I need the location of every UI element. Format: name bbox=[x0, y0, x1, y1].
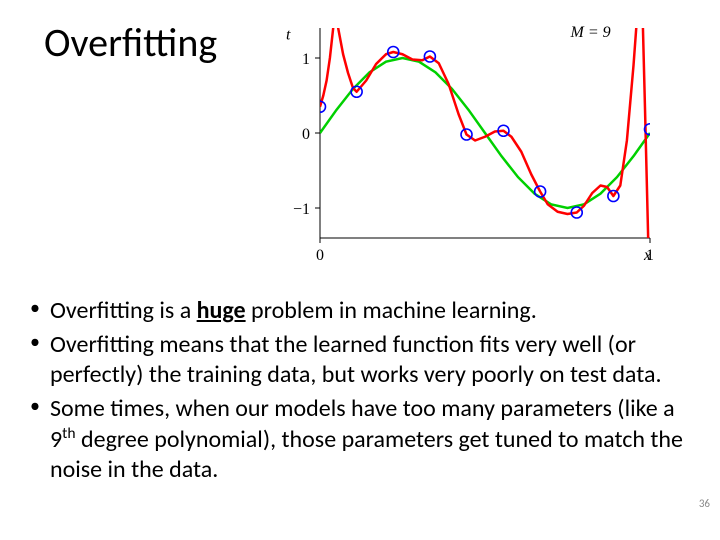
svg-text:M = 9: M = 9 bbox=[570, 24, 611, 41]
bullet-1: Overfitting is a huge problem in machine… bbox=[26, 296, 696, 326]
svg-text:t: t bbox=[286, 26, 291, 43]
svg-text:−1: −1 bbox=[293, 201, 310, 218]
bullet-1-huge: huge bbox=[197, 296, 246, 325]
bullet-list: Overfitting is a huge problem in machine… bbox=[26, 296, 696, 489]
svg-text:1: 1 bbox=[302, 51, 310, 68]
svg-text:0: 0 bbox=[316, 247, 324, 264]
bullet-3: Some times, when our models have too man… bbox=[26, 394, 696, 485]
bullet-1-pre: Overfitting is a bbox=[50, 296, 197, 325]
bullet-3-sup: th bbox=[62, 424, 75, 443]
svg-text:x: x bbox=[643, 247, 651, 264]
bullet-2: Overfitting means that the learned funct… bbox=[26, 330, 696, 390]
slide-number: 36 bbox=[699, 497, 710, 510]
overfitting-chart: −10101txM = 9 bbox=[265, 8, 665, 268]
page-title: Overfitting bbox=[44, 18, 217, 67]
svg-text:0: 0 bbox=[302, 126, 310, 143]
bullet-3-post: degree polynomial), those parameters get… bbox=[50, 425, 683, 484]
bullet-1-post: problem in machine learning. bbox=[246, 296, 537, 325]
